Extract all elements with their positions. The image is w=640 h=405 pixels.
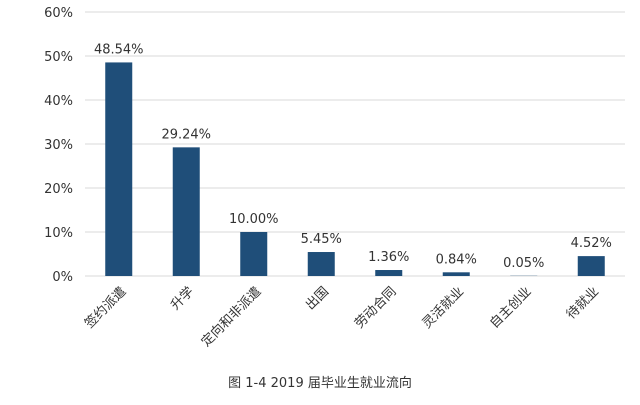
- bar: [307, 252, 335, 276]
- bar: [375, 270, 403, 276]
- y-tick-label: 60%: [44, 6, 73, 21]
- data-label: 0.05%: [503, 256, 544, 271]
- bar: [105, 62, 133, 277]
- x-tick-label: 灵活就业: [420, 284, 467, 331]
- bar: [172, 147, 200, 276]
- y-tick-label: 0%: [52, 270, 73, 285]
- y-tick-label: 50%: [44, 50, 73, 65]
- x-tick-label: 出国: [303, 284, 332, 313]
- bar: [442, 272, 470, 276]
- y-tick-label: 40%: [44, 94, 73, 109]
- x-tick-label: 待就业: [564, 284, 602, 322]
- y-tick-label: 20%: [44, 182, 73, 197]
- data-label: 0.84%: [436, 252, 477, 267]
- x-tick-label: 签约派遣: [81, 284, 129, 332]
- x-tick-label: 定向和非派遣: [198, 284, 264, 350]
- bar-chart: 0% 10% 20% 30% 40% 50% 60% 48.54% 签约派遣 29.24% 升学 10…: [44, 6, 625, 350]
- data-label: 29.24%: [161, 127, 211, 142]
- data-label: 5.45%: [301, 232, 342, 247]
- data-label: 10.00%: [229, 212, 279, 227]
- bar: [240, 232, 268, 276]
- bar: [577, 256, 605, 276]
- data-label: 1.36%: [368, 250, 409, 265]
- x-tick-label: 劳动合同: [351, 284, 399, 332]
- x-tick-label: 升学: [167, 284, 197, 314]
- y-tick-label: 30%: [44, 138, 73, 153]
- data-label: 4.52%: [571, 236, 612, 251]
- figure-caption: 图 1-4 2019 届毕业生就业流向: [228, 376, 412, 391]
- y-tick-label: 10%: [44, 226, 73, 241]
- data-label: 48.54%: [94, 42, 144, 57]
- x-tick-label: 自主创业: [487, 284, 534, 331]
